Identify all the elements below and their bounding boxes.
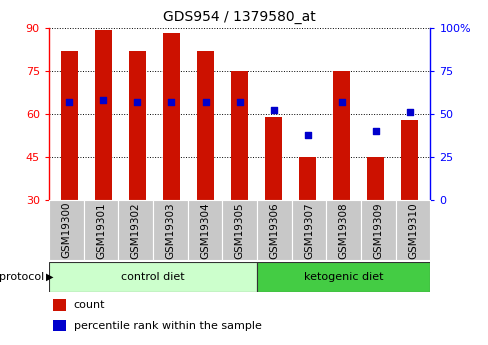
- Text: ketogenic diet: ketogenic diet: [303, 272, 383, 282]
- Text: protocol: protocol: [0, 272, 44, 282]
- Bar: [401, 120, 418, 200]
- Point: [405, 109, 413, 115]
- Bar: [95, 30, 112, 200]
- Bar: [291, 200, 325, 260]
- Text: ▶: ▶: [46, 272, 54, 282]
- Bar: [231, 71, 247, 200]
- Bar: [264, 117, 282, 200]
- Text: GSM19308: GSM19308: [338, 202, 348, 258]
- Text: GSM19310: GSM19310: [407, 202, 417, 258]
- Point: [337, 99, 345, 105]
- Text: control diet: control diet: [121, 272, 184, 282]
- Bar: [187, 200, 222, 260]
- Text: GSM19301: GSM19301: [96, 202, 106, 258]
- Text: GSM19303: GSM19303: [165, 202, 175, 258]
- Text: GSM19307: GSM19307: [304, 202, 313, 258]
- Point: [201, 99, 209, 105]
- Bar: [163, 33, 180, 200]
- Bar: [299, 157, 316, 200]
- Text: count: count: [74, 300, 105, 310]
- Point: [167, 99, 175, 105]
- Bar: [256, 262, 429, 292]
- Text: GSM19300: GSM19300: [61, 202, 71, 258]
- Point: [371, 128, 379, 134]
- Point: [269, 108, 277, 113]
- Bar: [325, 200, 360, 260]
- Bar: [49, 200, 83, 260]
- Bar: [197, 51, 214, 200]
- Bar: [366, 157, 384, 200]
- Bar: [153, 200, 187, 260]
- Bar: [333, 71, 349, 200]
- Bar: [53, 320, 66, 332]
- Bar: [360, 200, 395, 260]
- Bar: [129, 51, 145, 200]
- Bar: [256, 200, 291, 260]
- Bar: [61, 51, 78, 200]
- Text: GSM19306: GSM19306: [269, 202, 279, 258]
- Title: GDS954 / 1379580_at: GDS954 / 1379580_at: [163, 10, 315, 24]
- Text: GSM19302: GSM19302: [130, 202, 140, 258]
- Bar: [395, 200, 429, 260]
- Bar: [83, 200, 118, 260]
- Point: [133, 99, 141, 105]
- Point: [303, 132, 311, 137]
- Bar: [49, 262, 256, 292]
- Text: GSM19305: GSM19305: [234, 202, 244, 258]
- Point: [235, 99, 243, 105]
- Text: GSM19304: GSM19304: [200, 202, 209, 258]
- Bar: [118, 200, 153, 260]
- Bar: [53, 299, 66, 311]
- Point: [65, 99, 73, 105]
- Text: percentile rank within the sample: percentile rank within the sample: [74, 321, 261, 331]
- Point: [99, 97, 107, 103]
- Bar: [222, 200, 256, 260]
- Text: GSM19309: GSM19309: [372, 202, 383, 258]
